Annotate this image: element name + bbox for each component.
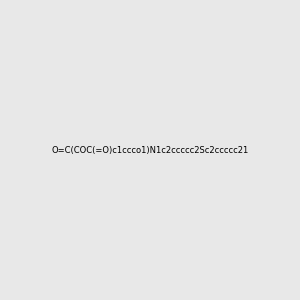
Text: O=C(COC(=O)c1ccco1)N1c2ccccc2Sc2ccccc21: O=C(COC(=O)c1ccco1)N1c2ccccc2Sc2ccccc21 [51, 146, 249, 154]
